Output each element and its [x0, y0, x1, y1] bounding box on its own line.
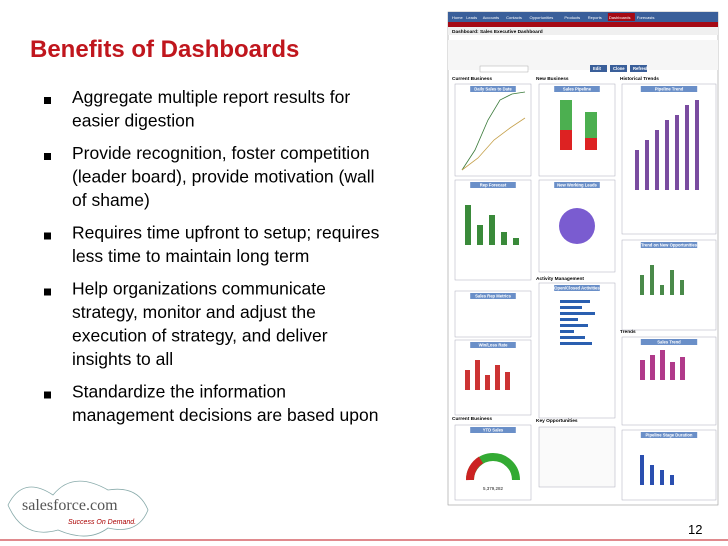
button[interactable]	[630, 65, 647, 72]
app-tab: Contacts	[506, 15, 522, 20]
logo-cloud	[7, 480, 149, 537]
panel	[621, 83, 717, 235]
app-tab: Reports	[588, 15, 602, 20]
panel	[454, 290, 532, 338]
panel-title: New Working Leads	[557, 183, 597, 188]
bullet-text: strategy, monitor and adjust the	[72, 302, 316, 322]
panel-header	[470, 182, 516, 188]
table	[538, 426, 616, 488]
section-title: Current Business	[452, 76, 492, 82]
panel-title: Rep Forecast	[480, 183, 507, 188]
panel	[538, 179, 616, 273]
app-tab: Home	[452, 15, 463, 20]
button-label: Edit	[593, 66, 602, 71]
panel-title: Sales Rep Metrics	[475, 294, 512, 299]
panel-header	[554, 86, 600, 92]
logo-tagline: Success On Demand.	[68, 519, 136, 526]
panel	[621, 429, 717, 501]
section-title: Key Opportunities	[536, 418, 578, 424]
panel	[454, 83, 532, 177]
bullet-text: Standardize the information	[72, 382, 286, 402]
section-title: New Business	[536, 76, 569, 82]
tab-active	[607, 13, 635, 21]
panel	[621, 239, 717, 331]
page-number: 12	[688, 522, 702, 537]
panel-header	[470, 342, 516, 348]
bullet-text: Provide recognition, foster competition	[72, 143, 370, 163]
panel-header	[640, 242, 698, 248]
bullet-text: easier digestion	[72, 111, 195, 131]
panel-title: Trend on New Opportunities	[641, 243, 698, 248]
panel	[538, 282, 616, 419]
panel-header	[470, 86, 516, 92]
button-label: Clone	[613, 66, 625, 71]
panel-header	[554, 182, 600, 188]
panel	[538, 83, 616, 177]
panel-header	[554, 285, 600, 291]
bullet-text: Requires time upfront to setup; requires	[72, 223, 380, 243]
section-title: Activity Management	[536, 276, 584, 282]
panel-title: Daily Sales to Date	[474, 87, 512, 92]
button[interactable]	[590, 65, 607, 72]
bullet-marker	[44, 232, 51, 240]
logo-brand: salesforce.com	[22, 497, 118, 514]
button[interactable]	[610, 65, 627, 72]
bullet-marker	[44, 153, 51, 160]
section-title: Current Business	[452, 416, 492, 422]
bullet-text: (leader board), provide motivation (wall	[72, 167, 375, 187]
bullet-text: Help organizations communicate	[72, 279, 326, 299]
panel-header	[640, 86, 698, 92]
dashboard-screenshot	[447, 11, 719, 506]
panel-title: Pipeline Stage Duration	[645, 433, 692, 438]
app-tab: Products	[564, 15, 580, 20]
panel	[454, 339, 532, 416]
app-tab: Accounts	[483, 15, 499, 20]
panel-header	[470, 427, 516, 433]
panel-title: Pipeline Trend	[655, 87, 684, 92]
bullet-text: insights to all	[72, 349, 173, 369]
bullet-text: management decisions are based upon	[72, 405, 378, 425]
bullet-text: execution of strategy, and deliver	[72, 326, 328, 346]
panel-header	[640, 432, 698, 438]
section-title: Historical Trends	[620, 76, 659, 82]
panel-header	[470, 293, 516, 299]
panel-title: Sales Pipeline	[563, 87, 592, 92]
panel-title: Win/Loss Rate	[479, 343, 508, 348]
button-label: Refresh	[633, 66, 649, 71]
app-tab: Leads	[466, 15, 477, 20]
bullet-text: of shame)	[72, 190, 150, 210]
bullet-marker	[44, 288, 51, 296]
panel	[454, 424, 532, 501]
bullet-marker	[44, 391, 51, 399]
gauge-value: 5,379,282	[483, 486, 504, 491]
bullet-text: less time to maintain long term	[72, 246, 309, 266]
slide-title: Benefits of Dashboards	[30, 36, 299, 63]
panel-title: Open/Closed Activities	[554, 286, 600, 291]
app-tab: Forecasts	[637, 15, 655, 20]
panel	[621, 336, 717, 426]
bullet-marker	[44, 97, 51, 104]
panel	[454, 179, 532, 281]
panel-title: YTD Sales	[483, 428, 504, 433]
app-tab: Dashboards	[609, 15, 631, 20]
app-tab: Opportunities	[530, 15, 554, 20]
panel-header	[640, 339, 698, 345]
bullet-text: Aggregate multiple report results for	[72, 87, 350, 107]
panel-title: Sales Trend	[657, 340, 681, 345]
section-title: Trends	[620, 329, 636, 335]
dashboard-name: Dashboard: Sales Executive Dashboard	[452, 29, 543, 35]
